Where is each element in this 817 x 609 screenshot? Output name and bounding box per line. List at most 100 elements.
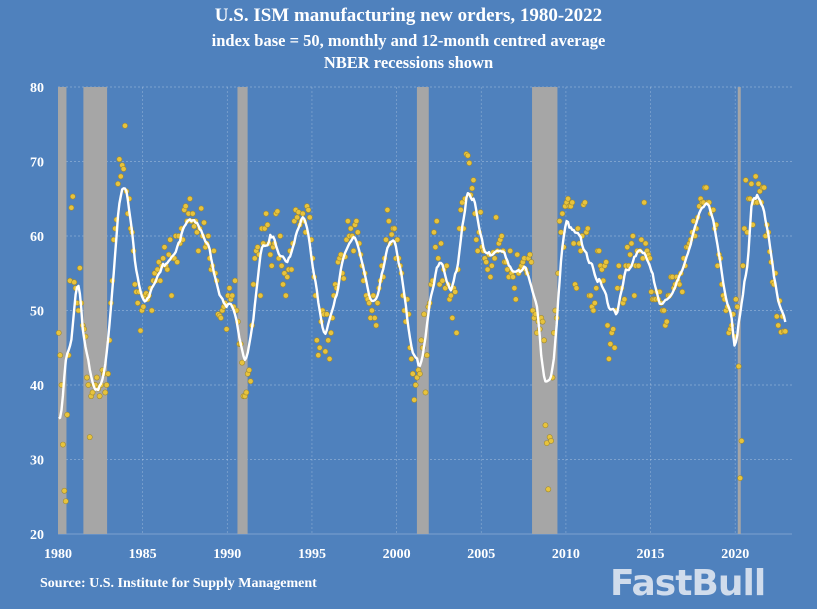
data-point-monthly bbox=[278, 262, 285, 269]
data-point-monthly bbox=[229, 292, 236, 299]
data-point-monthly bbox=[418, 337, 425, 344]
data-point-monthly bbox=[369, 307, 375, 314]
recession-bar bbox=[416, 87, 429, 534]
data-point-monthly bbox=[160, 255, 167, 262]
data-point-monthly bbox=[274, 208, 281, 215]
data-point-monthly bbox=[345, 218, 351, 224]
data-point-monthly bbox=[510, 274, 516, 280]
data-point-monthly bbox=[277, 233, 284, 239]
x-tick-label: 2015 bbox=[637, 547, 665, 562]
data-point-monthly bbox=[631, 292, 638, 299]
data-point-monthly bbox=[624, 244, 631, 251]
y-tick-label: 40 bbox=[30, 379, 44, 394]
data-point-monthly bbox=[559, 210, 566, 217]
data-point-monthly bbox=[737, 475, 744, 482]
data-point-monthly bbox=[165, 251, 172, 258]
data-point-monthly bbox=[267, 251, 274, 258]
y-tick-label: 70 bbox=[30, 156, 44, 171]
data-point-monthly bbox=[641, 199, 648, 206]
x-tick-label: 1985 bbox=[129, 547, 157, 562]
chart-title: U.S. ISM manufacturing new orders, 1980-… bbox=[214, 5, 603, 26]
data-point-monthly bbox=[120, 166, 127, 172]
data-point-monthly bbox=[243, 389, 250, 396]
data-point-monthly bbox=[565, 195, 571, 202]
data-point-monthly bbox=[545, 486, 552, 493]
recession-bar bbox=[83, 87, 108, 534]
data-point-monthly bbox=[167, 236, 174, 243]
data-point-monthly bbox=[69, 193, 76, 200]
data-point-monthly bbox=[431, 229, 437, 236]
data-point-monthly bbox=[574, 225, 581, 232]
data-point-monthly bbox=[210, 247, 217, 254]
data-point-monthly bbox=[411, 396, 418, 403]
data-point-monthly bbox=[573, 285, 580, 292]
data-point-monthly bbox=[122, 122, 128, 129]
data-point-monthly bbox=[610, 326, 617, 333]
data-point-monthly bbox=[366, 300, 372, 306]
data-point-monthly bbox=[131, 281, 138, 288]
data-point-monthly bbox=[679, 288, 686, 295]
recession-bar bbox=[58, 87, 67, 534]
data-point-monthly bbox=[782, 328, 789, 335]
data-point-monthly bbox=[284, 274, 291, 280]
data-point-monthly bbox=[315, 352, 322, 359]
data-point-monthly bbox=[582, 199, 588, 206]
data-point-monthly bbox=[189, 210, 196, 217]
data-point-monthly bbox=[305, 207, 312, 213]
data-point-monthly bbox=[323, 311, 330, 318]
data-point-monthly bbox=[76, 265, 83, 271]
data-point-monthly bbox=[511, 285, 518, 292]
data-point-monthly bbox=[140, 303, 147, 310]
data-point-monthly bbox=[611, 344, 618, 351]
data-point-monthly bbox=[354, 229, 361, 236]
data-point-monthly bbox=[703, 184, 710, 191]
data-point-monthly bbox=[198, 205, 205, 212]
recession-bar bbox=[237, 87, 248, 534]
data-point-monthly bbox=[394, 236, 401, 243]
data-point-monthly bbox=[466, 160, 473, 166]
data-point-monthly bbox=[93, 374, 100, 381]
data-point-monthly bbox=[773, 313, 780, 320]
data-point-monthly bbox=[483, 259, 490, 265]
data-point-monthly bbox=[148, 307, 155, 314]
average-line-12-month bbox=[58, 187, 787, 420]
data-point-monthly bbox=[164, 266, 171, 273]
x-tick-label: 2000 bbox=[383, 547, 411, 562]
data-point-monthly bbox=[742, 177, 749, 184]
data-point-monthly bbox=[187, 195, 193, 202]
data-point-monthly bbox=[408, 356, 415, 362]
chart-subtitle: index base = 50, monthly and 12-month ce… bbox=[211, 31, 606, 50]
data-point-monthly bbox=[448, 292, 454, 299]
data-point-monthly bbox=[424, 352, 430, 359]
recession-bar bbox=[737, 87, 741, 534]
data-point-monthly bbox=[469, 185, 475, 192]
data-point-monthly bbox=[570, 240, 577, 247]
data-point-monthly bbox=[449, 315, 456, 321]
data-point-monthly bbox=[627, 251, 633, 258]
data-point-monthly bbox=[223, 326, 230, 333]
chart-subtitle-recessions: NBER recessions shown bbox=[323, 53, 494, 72]
data-point-monthly bbox=[117, 173, 124, 180]
data-point-monthly bbox=[71, 279, 78, 286]
data-point-monthly bbox=[473, 236, 480, 243]
data-point-monthly bbox=[247, 378, 254, 385]
data-point-monthly bbox=[488, 262, 495, 269]
data-point-monthly bbox=[239, 359, 246, 366]
data-point-monthly bbox=[201, 219, 207, 226]
y-tick-label: 20 bbox=[30, 528, 44, 543]
data-point-monthly bbox=[157, 277, 164, 284]
data-point-monthly bbox=[661, 307, 667, 314]
data-point-monthly bbox=[621, 296, 628, 303]
data-point-monthly bbox=[218, 315, 224, 321]
data-point-monthly bbox=[642, 240, 649, 247]
data-point-monthly bbox=[288, 266, 295, 273]
data-point-monthly bbox=[85, 382, 92, 388]
data-point-monthly bbox=[556, 218, 563, 224]
data-point-monthly bbox=[590, 307, 597, 314]
data-point-monthly bbox=[484, 266, 491, 273]
data-point-monthly bbox=[161, 244, 168, 251]
data-point-monthly bbox=[604, 322, 611, 329]
data-point-monthly bbox=[313, 337, 320, 344]
data-point-monthly bbox=[487, 274, 494, 280]
